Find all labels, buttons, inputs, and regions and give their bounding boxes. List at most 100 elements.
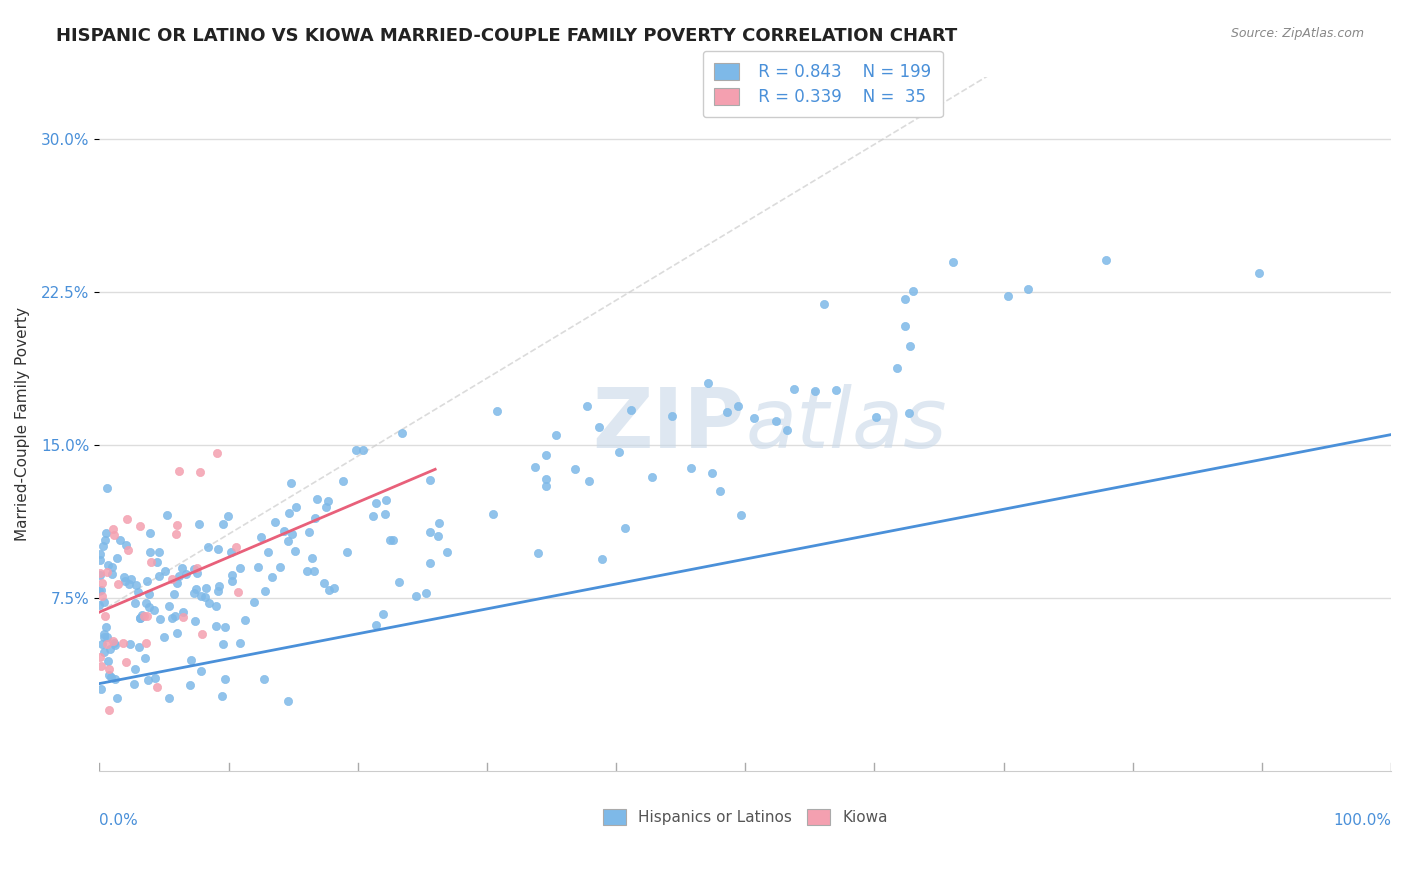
Point <box>198 596 221 610</box>
Point <box>94 533 117 548</box>
Point <box>186 582 208 596</box>
Legend: Hispanics or Latinos, Kiowa: Hispanics or Latinos, Kiowa <box>595 802 896 833</box>
Point <box>127 584 149 599</box>
Point <box>179 678 201 692</box>
Point <box>104 638 127 652</box>
Point <box>709 483 731 498</box>
Point <box>205 445 228 459</box>
Point <box>304 511 326 525</box>
Point <box>114 574 136 589</box>
Point <box>700 466 723 480</box>
Point <box>98 641 121 656</box>
Point <box>138 587 160 601</box>
Point <box>93 630 115 644</box>
Point <box>997 288 1019 302</box>
Point <box>208 578 231 592</box>
Point <box>138 599 160 614</box>
Point <box>136 673 159 687</box>
Point <box>229 636 252 650</box>
Point <box>207 542 229 557</box>
Point <box>1094 252 1116 267</box>
Point <box>190 665 212 679</box>
Point <box>105 551 128 566</box>
Point <box>277 694 299 708</box>
Point <box>253 583 276 598</box>
Point <box>575 399 598 413</box>
Point <box>93 594 115 608</box>
Point <box>89 598 111 612</box>
Text: Source: ZipAtlas.com: Source: ZipAtlas.com <box>1230 27 1364 40</box>
Point <box>247 560 270 574</box>
Point <box>98 667 121 681</box>
Point <box>90 682 112 697</box>
Point <box>641 470 664 484</box>
Point <box>107 577 129 591</box>
Point <box>364 496 387 510</box>
Point <box>419 556 441 570</box>
Point <box>90 575 112 590</box>
Point <box>727 399 749 413</box>
Point <box>117 543 139 558</box>
Point <box>172 605 194 619</box>
Point <box>186 566 208 581</box>
Point <box>214 620 236 634</box>
Point <box>98 703 121 717</box>
Point <box>148 612 170 626</box>
Point <box>166 625 188 640</box>
Point <box>188 465 211 479</box>
Point <box>186 561 208 575</box>
Point <box>96 481 118 495</box>
Point <box>534 479 557 493</box>
Point <box>90 583 112 598</box>
Point <box>426 528 449 542</box>
Point <box>679 461 702 475</box>
Point <box>129 518 152 533</box>
Point <box>427 516 450 530</box>
Point <box>89 650 111 665</box>
Point <box>89 567 111 582</box>
Point <box>170 561 193 575</box>
Point <box>167 464 190 478</box>
Point <box>742 410 765 425</box>
Point <box>242 595 264 609</box>
Point <box>93 644 115 658</box>
Point <box>160 611 183 625</box>
Point <box>204 599 226 613</box>
Point <box>134 608 156 623</box>
Point <box>96 630 118 644</box>
Point <box>298 524 321 539</box>
Point <box>315 500 337 514</box>
Point <box>893 292 915 306</box>
Point <box>148 569 170 583</box>
Point <box>307 492 329 507</box>
Point <box>661 409 683 423</box>
Point <box>527 546 550 560</box>
Point <box>183 586 205 600</box>
Point <box>135 596 157 610</box>
Point <box>284 500 307 515</box>
Point <box>165 526 187 541</box>
Point <box>825 384 848 398</box>
Point <box>620 403 643 417</box>
Point <box>112 570 135 584</box>
Point <box>898 339 921 353</box>
Point <box>419 524 441 539</box>
Point <box>233 614 256 628</box>
Point <box>100 670 122 684</box>
Point <box>260 570 283 584</box>
Point <box>91 539 114 553</box>
Point <box>163 608 186 623</box>
Point <box>93 609 115 624</box>
Point <box>323 581 346 595</box>
Point <box>94 526 117 541</box>
Point <box>166 518 188 533</box>
Point <box>108 533 131 548</box>
Point <box>103 528 125 542</box>
Point <box>257 545 280 559</box>
Point <box>371 607 394 621</box>
Point <box>344 443 367 458</box>
Point <box>129 611 152 625</box>
Point <box>295 564 318 578</box>
Point <box>352 443 374 458</box>
Point <box>134 651 156 665</box>
